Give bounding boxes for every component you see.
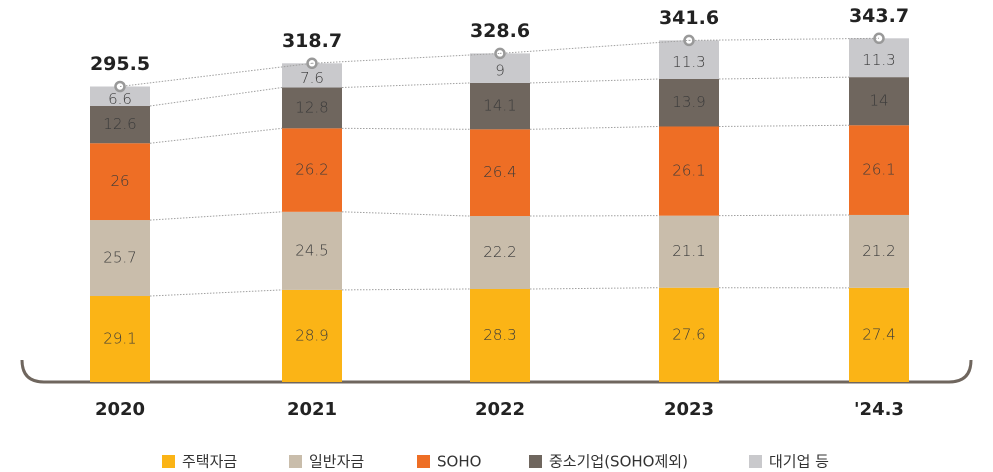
bar-segment <box>849 214 909 288</box>
bar-segment <box>282 87 342 129</box>
bar-segment <box>470 216 530 290</box>
category-label: 2020 <box>95 399 145 420</box>
connector <box>529 78 660 84</box>
total-label: 318.7 <box>282 30 342 52</box>
bar-segment <box>659 215 719 288</box>
connector <box>149 127 283 144</box>
total-label: 343.7 <box>849 5 909 27</box>
segment-label: 26 <box>110 172 129 190</box>
bar-segment <box>849 287 909 382</box>
connector <box>311 52 501 64</box>
bar-segment <box>282 289 342 382</box>
connector <box>529 287 660 290</box>
segment-label: 21.1 <box>672 242 705 260</box>
segment-label: 24.5 <box>295 241 328 259</box>
segment-label: 26.1 <box>672 162 705 180</box>
segment-label: 26.4 <box>483 163 516 181</box>
category-label: 2022 <box>475 399 525 420</box>
segment-label: 7.6 <box>300 69 324 87</box>
segment-label: 27.4 <box>862 325 895 343</box>
bar-segment <box>470 289 530 382</box>
bar-segment <box>849 77 909 126</box>
legend-label: SOHO <box>437 453 481 471</box>
segment-label: 29.1 <box>103 330 136 348</box>
bar-segment <box>659 287 719 382</box>
segment-label: 11.3 <box>672 53 705 71</box>
segment-label: 6.6 <box>108 90 132 108</box>
category-label: 2021 <box>287 399 337 420</box>
segment-label: 27.6 <box>672 325 705 343</box>
bar-segment <box>90 86 150 107</box>
bar-segment <box>849 38 909 78</box>
connector <box>341 288 471 291</box>
segment-label: 12.8 <box>295 98 328 116</box>
connector <box>149 87 283 107</box>
bar-segment <box>659 126 719 216</box>
bar-segment <box>282 128 342 212</box>
segment-label: 22.2 <box>483 243 516 261</box>
connector <box>341 127 471 130</box>
bar-segment <box>90 296 150 382</box>
segment-label: 25.7 <box>103 249 136 267</box>
connector <box>149 211 283 221</box>
bar-segment <box>282 211 342 290</box>
segment-label: 21.2 <box>862 242 895 260</box>
connector <box>718 76 850 80</box>
segment-label: 28.3 <box>483 326 516 344</box>
connector <box>718 214 850 217</box>
segment-label: 14 <box>869 92 888 110</box>
legend-label: 대기업 등 <box>769 453 829 471</box>
bar-segment <box>849 125 909 215</box>
legend-swatch <box>749 455 762 468</box>
segment-label: 28.9 <box>295 326 328 344</box>
bar-segment <box>90 220 150 297</box>
bar-segment <box>90 143 150 221</box>
segment-label: 14.1 <box>483 97 516 115</box>
segment-label: 11.3 <box>862 51 895 69</box>
legend-swatch <box>289 455 302 468</box>
connector <box>119 62 313 87</box>
connector <box>341 82 471 89</box>
segment-label: 12.6 <box>103 115 136 133</box>
total-label: 295.5 <box>90 53 150 75</box>
legend-swatch <box>162 455 175 468</box>
bar-segment <box>90 106 150 144</box>
category-label: '24.3 <box>854 399 904 420</box>
legend-swatch <box>529 455 542 468</box>
legend-label: 중소기업(SOHO제외) <box>549 453 688 471</box>
total-label: 341.6 <box>659 7 719 29</box>
total-label: 328.6 <box>470 20 530 42</box>
legend-label: 주택자금 <box>182 453 237 471</box>
segment-label: 26.1 <box>862 161 895 179</box>
bar-segment <box>659 79 719 127</box>
connector <box>341 211 471 217</box>
bar-segment <box>470 129 530 217</box>
connector <box>149 289 283 297</box>
segment-label: 9 <box>495 62 505 80</box>
category-label: 2023 <box>664 399 714 420</box>
bar-segment <box>470 82 530 130</box>
legend-swatch <box>417 455 430 468</box>
connector <box>718 124 850 127</box>
connector <box>529 125 660 130</box>
segment-label: 26.2 <box>295 161 328 179</box>
segment-label: 13.9 <box>672 93 705 111</box>
bar-segment <box>659 40 719 80</box>
legend-label: 일반자금 <box>309 453 364 471</box>
